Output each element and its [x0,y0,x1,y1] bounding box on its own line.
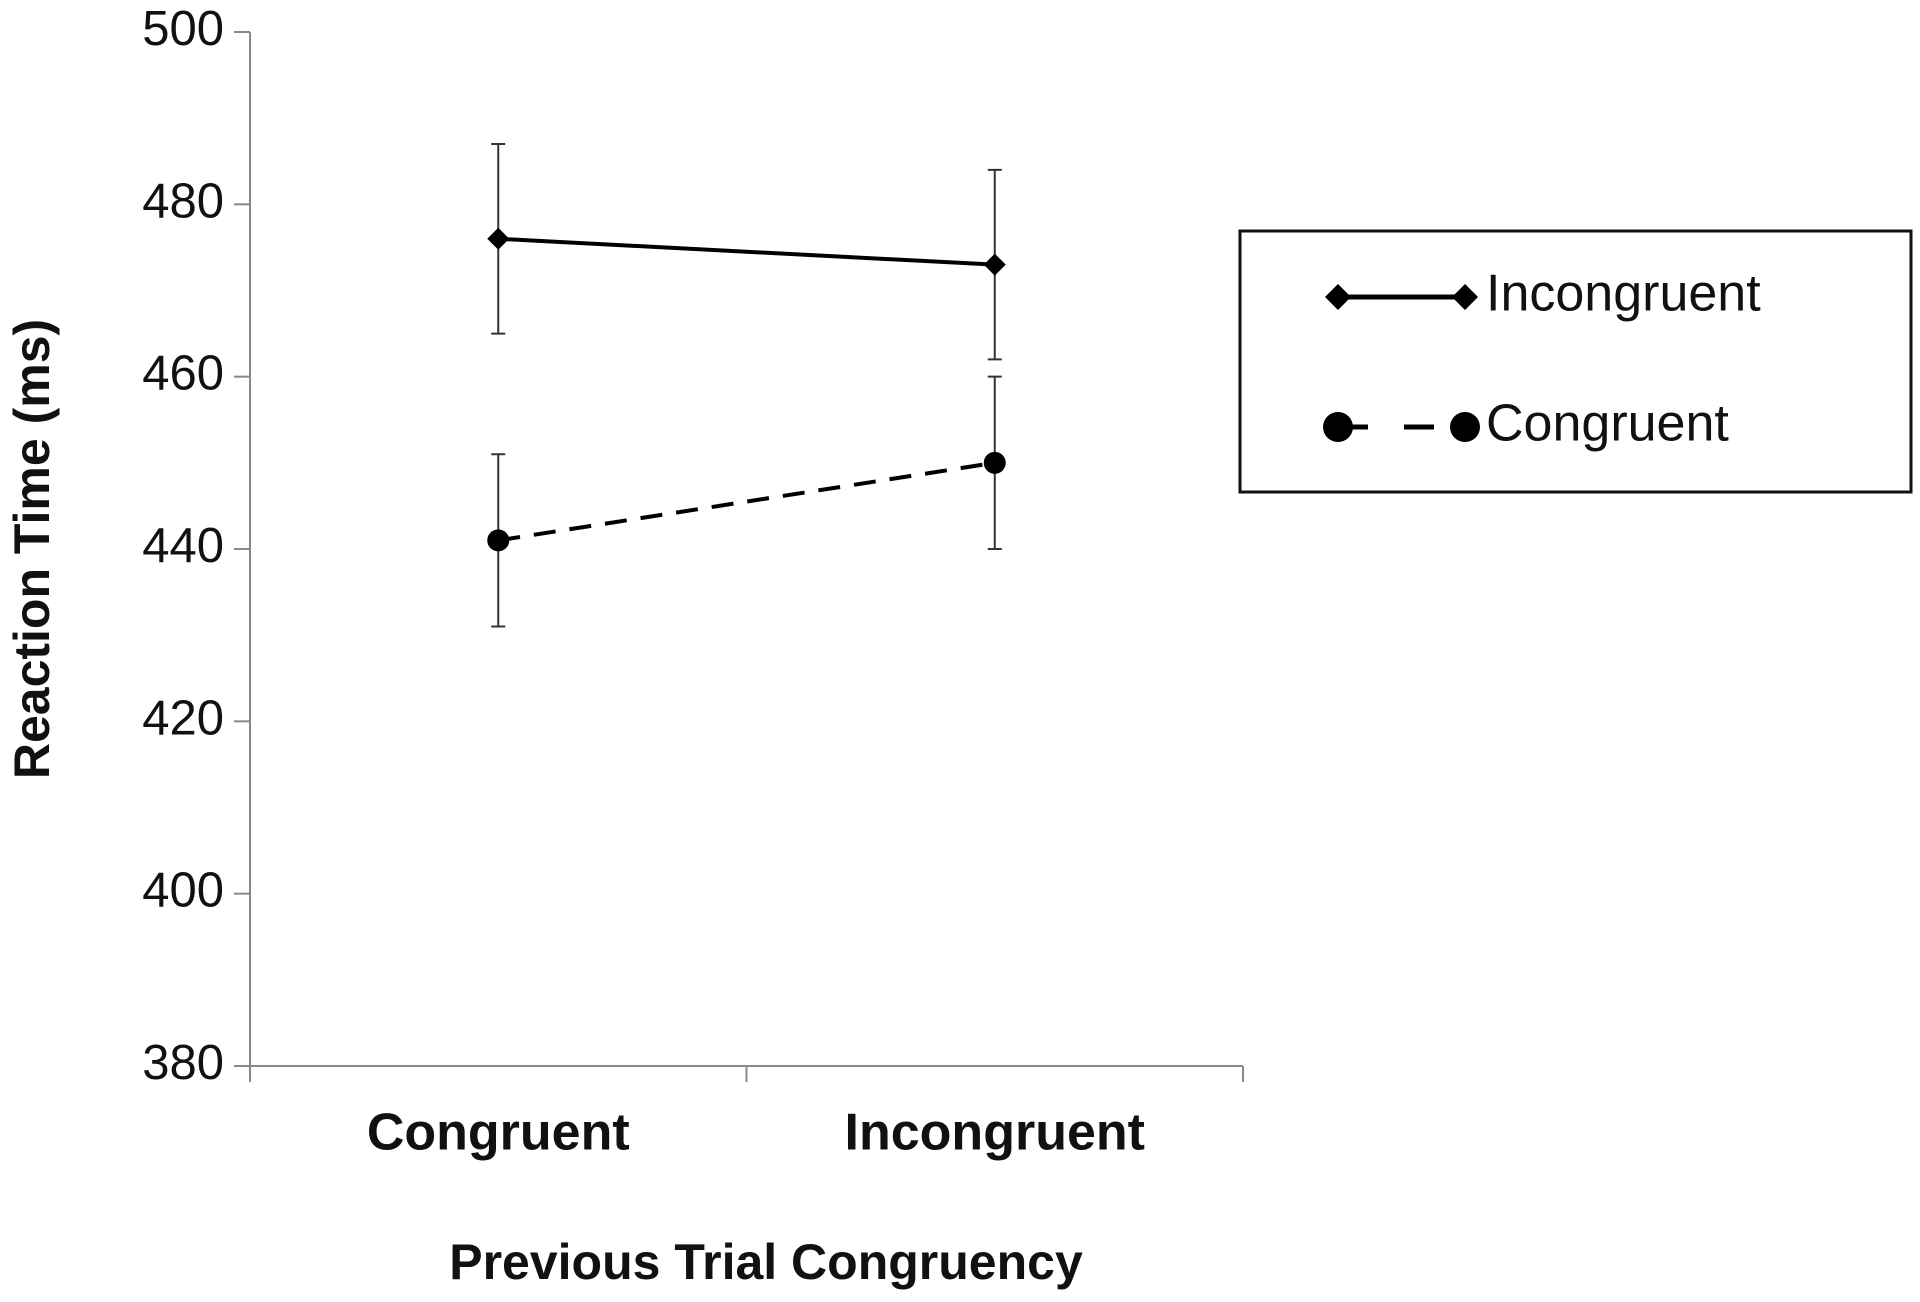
y-tick-label: 480 [142,174,224,228]
x-tick-label: Incongruent [845,1104,1145,1162]
marker [487,227,510,250]
y-tick-label: 420 [142,691,224,745]
y-tick-label: 460 [142,347,224,401]
y-tick-label: 440 [142,519,224,573]
series-line [497,460,996,543]
marker [983,253,1006,276]
legend-label: Incongruent [1486,265,1761,323]
marker [487,529,510,552]
y-tick-label: 500 [142,2,224,56]
x-axis-title: Previous Trial Congruency [449,1234,1083,1290]
legend-marker [1450,412,1480,442]
y-tick-label: 380 [142,1036,224,1090]
legend-label: Congruent [1486,395,1729,453]
legend-marker [1323,412,1353,442]
series-line [498,236,995,267]
legend-marker [1452,284,1478,310]
marker [983,451,1006,474]
x-tick-label: Congruent [367,1104,630,1162]
y-axis-title: Reaction Time (ms) [4,319,60,779]
y-tick-label: 400 [142,864,224,918]
legend-marker [1325,284,1351,310]
legend-box [1238,229,1913,494]
